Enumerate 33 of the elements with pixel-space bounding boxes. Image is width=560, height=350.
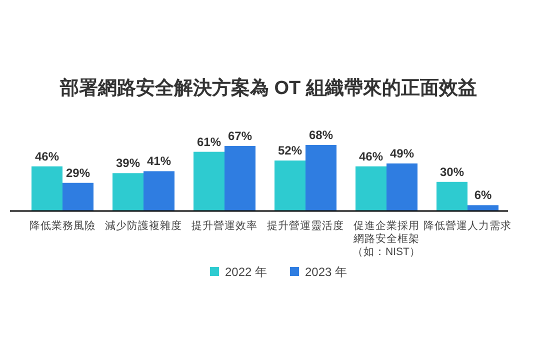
bar [356, 166, 386, 211]
bar [468, 205, 498, 211]
x-tick-label: 提升營運效率 [192, 219, 258, 232]
bar [436, 182, 468, 211]
x-tick-label: 降低營運人力需求 [424, 219, 512, 232]
bar [112, 173, 144, 211]
x-tick-label: 促進企業採用網路安全框架（如：NIST） [352, 220, 420, 258]
x-tick-label: 提升營運靈活度 [267, 219, 344, 232]
data-label: 52% [278, 144, 302, 158]
legend-label: 2022 年 [225, 265, 268, 279]
data-label: 39% [116, 156, 140, 170]
x-tick-label: 減少防護複雜度 [105, 219, 182, 232]
x-tick-label: 降低業務風險 [30, 220, 96, 232]
data-label: 6% [474, 188, 492, 202]
data-label: 41% [146, 154, 172, 168]
bar [306, 145, 336, 211]
data-label: 46% [34, 149, 60, 164]
bar [194, 152, 224, 211]
legend-label: 2023 年 [305, 265, 348, 279]
data-label: 46% [358, 149, 384, 164]
bar [386, 163, 418, 211]
data-label: 29% [66, 166, 90, 180]
data-label: 68% [308, 128, 334, 142]
data-label: 49% [390, 146, 414, 160]
bar [62, 182, 94, 211]
bar [144, 171, 174, 211]
chart-title: 部署網路安全解決方案為 OT 組織帶來的正面效益 [59, 77, 477, 99]
bar [224, 146, 256, 211]
bar [274, 160, 306, 211]
data-label: 30% [440, 164, 464, 179]
data-label: 67% [228, 128, 252, 143]
bar [32, 166, 62, 211]
data-label: 61% [196, 134, 222, 149]
